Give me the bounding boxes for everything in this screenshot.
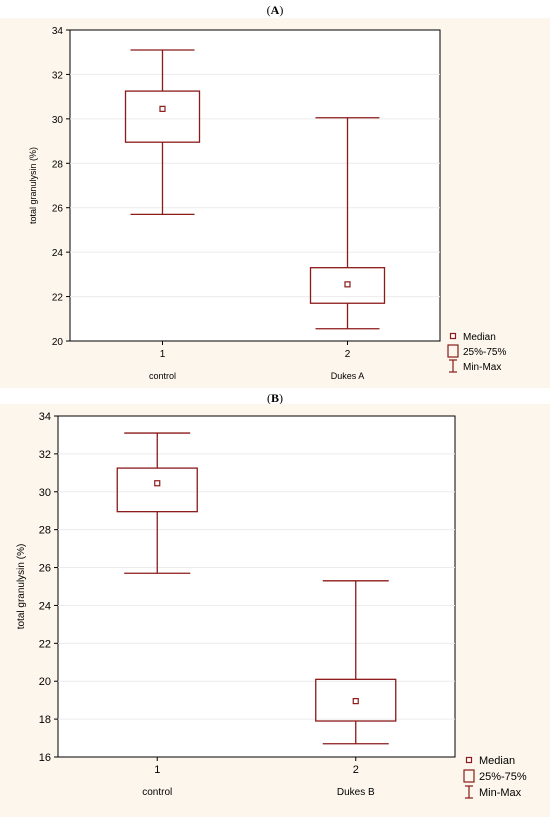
- panel-a-x-tick-label: 2: [345, 349, 351, 360]
- panel-a-legend-median-icon: [449, 332, 457, 340]
- panel-b-legend-median-icon: [465, 756, 473, 764]
- panel-a-y-tick-label: 24: [52, 248, 64, 259]
- panel-b-label: (B): [266, 391, 283, 405]
- panel-b-legend-range-label: Min-Max: [479, 787, 522, 799]
- panel-b-y-tick-label: 30: [39, 487, 51, 499]
- panel-b-y-tick-label: 16: [39, 752, 51, 764]
- panel-a-y-tick-label: 30: [52, 115, 64, 126]
- panel-b-legend-iqr-label: 25%-75%: [479, 771, 527, 783]
- panel-a-y-tick-label: 22: [52, 293, 64, 304]
- panel-b-y-tick-label: 28: [39, 525, 51, 537]
- panel-b-category-label: control: [142, 787, 172, 798]
- panel-a-legend-iqr-icon: [447, 344, 459, 358]
- panel-a-x-tick-label: 1: [160, 349, 166, 360]
- panel-a-box-2-median-marker: [344, 281, 351, 288]
- panel-a-y-tick-label: 34: [52, 26, 64, 37]
- panel-a-y-axis-label: total granulysin (%): [28, 147, 38, 224]
- panel-a-y-tick-label: 28: [52, 159, 64, 170]
- panel-a-letter: A: [270, 3, 280, 17]
- panel-a-category-label: control: [149, 371, 176, 381]
- panel-a-y-tick-label: 26: [52, 204, 64, 215]
- panel-b-box-1-iqr-box: [116, 467, 198, 513]
- panel-a-plot-area: [69, 29, 441, 342]
- panel-b-y-tick-label: 22: [39, 638, 51, 650]
- panel-b-y-tick-label: 18: [39, 714, 51, 726]
- panel-b-y-tick-label: 20: [39, 676, 51, 688]
- panel-b-y-tick-label: 34: [39, 411, 51, 423]
- panel-b-category-label: Dukes B: [337, 787, 375, 798]
- panel-a-category-label: Dukes A: [331, 371, 365, 381]
- box-plot-panel-a: 20 22 24 26 28 30 32 34 total granulysin (%) 1 con…: [0, 18, 550, 388]
- panel-a-box-1-median-marker: [159, 105, 166, 112]
- panel-b-y-axis-label: total granulysin (%): [16, 544, 27, 630]
- panel-b-y-tick-label: 24: [39, 600, 51, 612]
- panel-b-box-2-median-marker: [352, 698, 359, 705]
- box-plot-panel-b: 16 18 20 22 24 26 28 30 32 34 total granulysin (%)…: [0, 404, 550, 817]
- panel-b-box-1-median-marker: [154, 480, 161, 487]
- panel-a-legend-iqr-label: 25%-75%: [463, 347, 506, 358]
- panel-b-letter: B: [270, 391, 279, 405]
- panel-b-legend-median-label: Median: [479, 755, 515, 767]
- panel-a-legend-range-label: Min-Max: [463, 362, 501, 373]
- panel-b-x-tick-label: 1: [154, 764, 160, 776]
- panel-a-y-tick-label: 20: [52, 337, 64, 348]
- panel-b-y-tick-label: 32: [39, 449, 51, 461]
- panel-b-x-tick-label: 2: [353, 764, 359, 776]
- panel-b-y-tick-label: 26: [39, 563, 51, 575]
- panel-a-label: (A): [266, 3, 284, 17]
- panel-a-legend-median-label: Median: [463, 332, 496, 343]
- panel-b-plot-area: [57, 415, 456, 758]
- panel-b-legend-iqr-icon: [463, 769, 475, 783]
- panel-a-y-tick-label: 32: [52, 70, 64, 81]
